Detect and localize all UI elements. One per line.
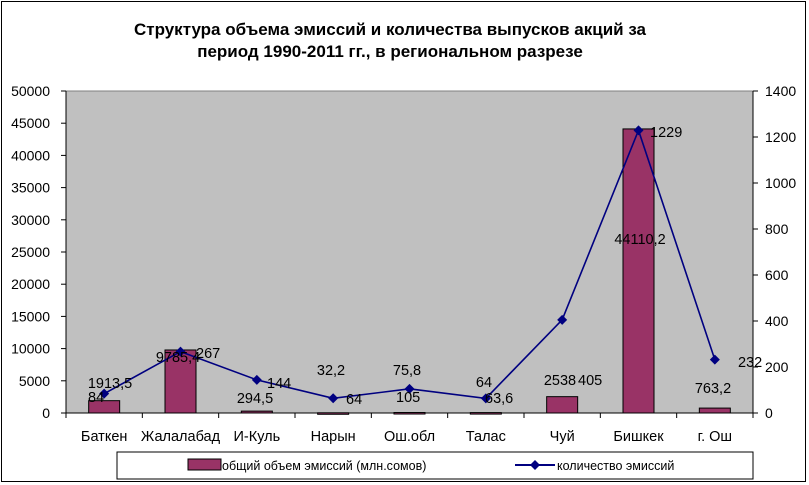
left-axis-tick-label: 25000: [11, 244, 50, 260]
line-point-marker: [557, 314, 568, 325]
line-point-marker: [328, 393, 339, 404]
left-axis-tick-label: 40000: [11, 147, 50, 163]
bar: [622, 128, 655, 414]
left-axis-tick-label: 30000: [11, 212, 50, 228]
bar-data-label: 763,2: [695, 381, 731, 397]
chart-title-line: Структура объема эмиссий и количества вы…: [134, 20, 647, 39]
x-axis-category-label: Нарын: [311, 429, 356, 445]
bar-data-label: 44110,2: [614, 232, 665, 248]
left-axis-tick-label: 45000: [11, 115, 50, 131]
left-axis-tick-label: 50000: [11, 83, 50, 99]
bar-data-label: 64: [476, 375, 492, 391]
right-axis-tick-label: 1000: [765, 175, 796, 191]
bar: [469, 412, 502, 415]
line-point-marker: [404, 383, 415, 394]
x-axis-category-label: Талас: [466, 429, 506, 445]
bar-data-label: 1913,5: [88, 376, 132, 392]
left-axis-tick-label: 20000: [11, 276, 50, 292]
line-point-marker: [709, 354, 720, 365]
line-point-marker: [175, 346, 186, 357]
bar: [698, 407, 731, 414]
x-axis-category-label: Чуй: [550, 429, 575, 445]
line-data-label: 105: [396, 390, 420, 406]
bar-data-label: 294,5: [237, 391, 273, 407]
bar-data-label: 75,8: [393, 363, 421, 379]
bar-data-label: 2538: [544, 373, 576, 389]
legend-box: [116, 451, 754, 480]
bar: [317, 412, 350, 415]
legend-line-marker: [530, 460, 540, 470]
line-data-label: 84: [88, 390, 104, 406]
legend-bar-label: общий объем эмиссий (млн.сомов): [222, 459, 426, 473]
line-data-label: 64: [346, 392, 362, 408]
line-data-label: 63,6: [485, 391, 513, 407]
bar: [546, 396, 579, 414]
line-point-marker: [633, 125, 644, 136]
bar-data-label: 32,2: [317, 363, 345, 379]
right-axis-tick-label: 800: [765, 221, 789, 237]
x-axis-category-label: Бишкек: [613, 429, 664, 445]
left-axis-tick-label: 10000: [11, 341, 50, 357]
bar-data-label: 9785,4: [156, 350, 200, 366]
left-axis-tick-label: 15000: [11, 308, 50, 324]
line-data-label: 1229: [650, 125, 682, 141]
chart-title-line: период 1990-2011 гг., в региональном раз…: [197, 42, 583, 61]
x-axis-category-label: г. Ош: [698, 429, 733, 445]
x-axis-category-label: Жалалабад: [141, 429, 221, 445]
line-point-marker: [251, 374, 262, 385]
x-axis-category-label: И-Куль: [234, 429, 281, 445]
legend-bar-swatch: [187, 458, 222, 471]
line-data-label: 405: [578, 373, 602, 389]
right-axis-tick-label: 400: [765, 313, 789, 329]
x-axis-category-label: Ош.обл: [384, 429, 435, 445]
line-point-marker: [480, 393, 491, 404]
legend-line-label: количество эмиссий: [557, 459, 674, 473]
right-axis-tick-label: 600: [765, 267, 789, 283]
line-data-label: 232: [738, 355, 762, 371]
x-axis-category-label: Баткен: [81, 429, 127, 445]
left-axis-tick-label: 5000: [19, 373, 50, 389]
right-axis-tick-label: 1200: [765, 129, 796, 145]
bar: [240, 410, 273, 414]
line-data-label: 144: [267, 376, 291, 392]
line-data-label: 267: [196, 346, 220, 362]
right-axis-tick-label: 1400: [765, 83, 796, 99]
left-axis-tick-label: 0: [42, 405, 50, 421]
left-axis-tick-label: 35000: [11, 180, 50, 196]
bar: [88, 400, 121, 414]
right-axis-tick-label: 0: [765, 405, 773, 421]
right-axis-tick-label: 200: [765, 359, 789, 375]
line-point-marker: [99, 388, 110, 399]
bar: [393, 412, 426, 415]
